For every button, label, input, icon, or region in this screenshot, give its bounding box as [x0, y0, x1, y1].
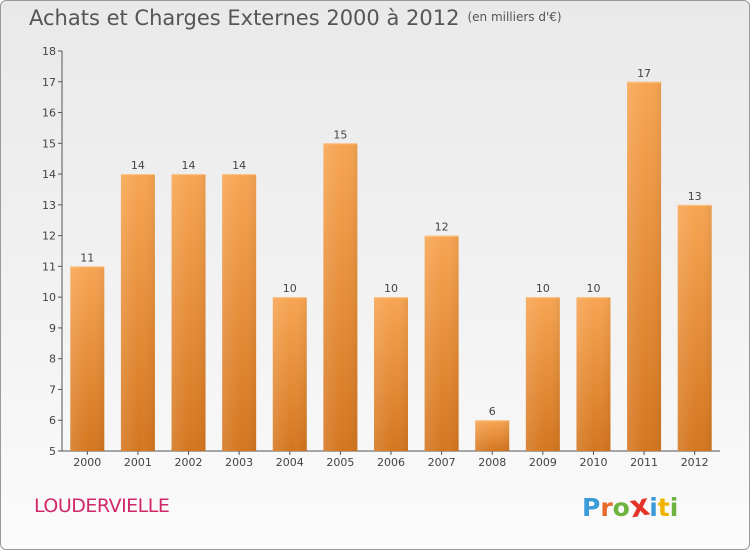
- bar-value-label: 14: [182, 159, 196, 172]
- bar-shine: [677, 204, 712, 451]
- x-tick-label: 2004: [276, 456, 304, 469]
- y-tick-label: 5: [49, 445, 56, 458]
- bar-shine: [627, 81, 662, 452]
- x-tick-label: 2011: [630, 456, 658, 469]
- bar-value-label: 6: [489, 405, 496, 418]
- y-tick-label: 7: [49, 383, 56, 396]
- x-tick-label: 2001: [124, 456, 152, 469]
- logo-letter: P: [582, 493, 601, 522]
- x-tick-label: 2000: [73, 456, 101, 469]
- logo-letter: r: [600, 493, 613, 522]
- x-tick-label: 2006: [377, 456, 405, 469]
- y-tick-label: 10: [42, 291, 56, 304]
- bar-shine: [374, 297, 408, 451]
- y-tick-label: 11: [42, 260, 56, 273]
- chart-axes: 5 6 7 8 9 10 11 12 13 14 15 16 17 18 2000 2001 2002 2003 2…: [42, 45, 720, 469]
- bar-shine: [525, 297, 560, 451]
- bar-shine: [120, 174, 155, 452]
- bar-shine: [222, 174, 257, 452]
- logo-letter: t: [657, 493, 670, 522]
- y-tick-label: 14: [42, 168, 56, 181]
- bar-shine: [475, 420, 510, 451]
- x-tick-label: 2008: [478, 456, 506, 469]
- bar-shine: [70, 266, 105, 451]
- bar-shine: [171, 174, 206, 452]
- x-tick-label: 2002: [175, 456, 203, 469]
- y-tick-label: 6: [49, 414, 56, 427]
- bar-value-label: 10: [283, 282, 297, 295]
- y-tick-label: 9: [49, 322, 56, 335]
- bar-value-label: 17: [637, 67, 651, 80]
- y-tick-label: 17: [42, 76, 56, 89]
- y-tick-label: 16: [42, 107, 56, 120]
- x-tick-label: 2007: [428, 456, 456, 469]
- bar-value-label: 10: [536, 282, 550, 295]
- location-name: LOUDERVIELLE: [34, 495, 170, 517]
- y-tick-label: 13: [42, 199, 56, 212]
- chart-title-text: Achats et Charges Externes 2000 à 2012: [29, 6, 460, 30]
- bar-value-label: 15: [333, 128, 347, 141]
- bar-value-label: 12: [435, 221, 449, 234]
- y-tick-label: 12: [42, 230, 56, 243]
- x-tick-label: 2012: [681, 456, 709, 469]
- chart-subtitle: (en milliers d'€): [467, 10, 562, 24]
- x-tick-label: 2009: [529, 456, 557, 469]
- logo-letter: i: [649, 493, 658, 522]
- bar-value-label: 10: [384, 282, 398, 295]
- chart-bars: 11 14 14 14 10 15 10 12 6 10 10 17 13: [70, 67, 712, 452]
- bar-value-label: 13: [688, 190, 702, 203]
- bar-value-label: 11: [80, 251, 94, 264]
- logo-letter: o: [612, 493, 630, 522]
- bar-shine: [272, 297, 307, 451]
- bar-shine: [323, 143, 358, 452]
- proxiti-logo: Proxiti: [582, 488, 679, 526]
- bar-value-label: 10: [586, 282, 600, 295]
- x-tick-label: 2003: [225, 456, 253, 469]
- x-tick-label: 2010: [579, 456, 607, 469]
- logo-letter: i: [669, 493, 679, 522]
- bar-value-label: 14: [131, 159, 145, 172]
- y-tick-label: 15: [42, 137, 56, 150]
- chart-title: Achats et Charges Externes 2000 à 2012 (e…: [29, 6, 562, 30]
- bar-shine: [576, 297, 611, 451]
- x-tick-label: 2005: [326, 456, 354, 469]
- y-tick-label: 18: [42, 45, 56, 58]
- bar-value-label: 14: [232, 159, 246, 172]
- y-tick-label: 8: [49, 353, 56, 366]
- bar-shine: [424, 235, 459, 451]
